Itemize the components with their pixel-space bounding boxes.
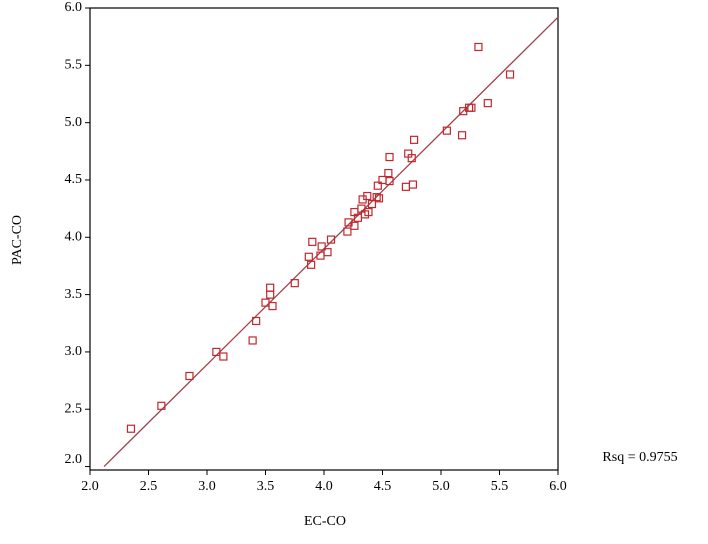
point [457, 131, 467, 140]
point [268, 301, 277, 311]
point [385, 152, 394, 162]
plot-frame [89, 7, 559, 471]
point [474, 42, 483, 52]
point [290, 279, 299, 288]
point [385, 177, 394, 186]
y-tick-label: 3.0 [65, 344, 83, 359]
point [326, 235, 336, 244]
y-axis-label: PAC-CO [10, 215, 25, 265]
point [408, 180, 418, 189]
point [304, 252, 313, 261]
point [248, 336, 257, 345]
point [442, 126, 451, 135]
x-tick-label: 3.0 [198, 479, 216, 494]
point [219, 352, 228, 361]
point [323, 248, 332, 257]
y-tick-label: 5.5 [65, 58, 83, 73]
point [367, 199, 377, 209]
x-tick-label: 2.0 [81, 479, 99, 494]
point [363, 191, 372, 201]
point [505, 70, 515, 79]
y-tick-label: 4.0 [65, 229, 83, 244]
point [364, 207, 373, 217]
point [384, 168, 393, 178]
point [373, 181, 382, 190]
point [157, 401, 166, 410]
x-tick-label: 3.5 [257, 479, 275, 494]
y-tick-label: 4.5 [65, 172, 83, 187]
point [266, 283, 275, 292]
point [266, 290, 275, 299]
x-tick-label: 6.0 [549, 479, 567, 494]
point [483, 99, 492, 108]
point [252, 316, 261, 326]
y-tick-label: 2.5 [65, 401, 83, 416]
point [374, 194, 384, 203]
point [409, 135, 419, 144]
point [350, 221, 359, 230]
point [407, 154, 416, 163]
point [467, 103, 476, 112]
point [126, 424, 136, 433]
point [185, 371, 194, 381]
x-axis-label: EC-CO [304, 514, 346, 529]
x-tick-label: 4.5 [374, 479, 392, 494]
x-tick-label: 5.5 [491, 479, 509, 494]
x-tick-label: 4.0 [315, 479, 333, 494]
point [307, 260, 316, 269]
point [372, 193, 381, 202]
y-tick-label: 3.5 [65, 287, 83, 302]
y-tick-label: 5.0 [65, 115, 83, 130]
point [308, 237, 317, 246]
fit-line [103, 16, 559, 468]
y-tick-label: 2.0 [65, 452, 83, 467]
point [401, 182, 410, 191]
y-tick-label: 6.0 [65, 0, 83, 15]
point [343, 227, 352, 236]
annotation: Rsq = 0.9755 [602, 450, 677, 465]
x-tick-label: 2.5 [140, 479, 158, 494]
point [317, 242, 326, 251]
point [212, 347, 221, 357]
x-tick-label: 5.0 [432, 479, 450, 494]
